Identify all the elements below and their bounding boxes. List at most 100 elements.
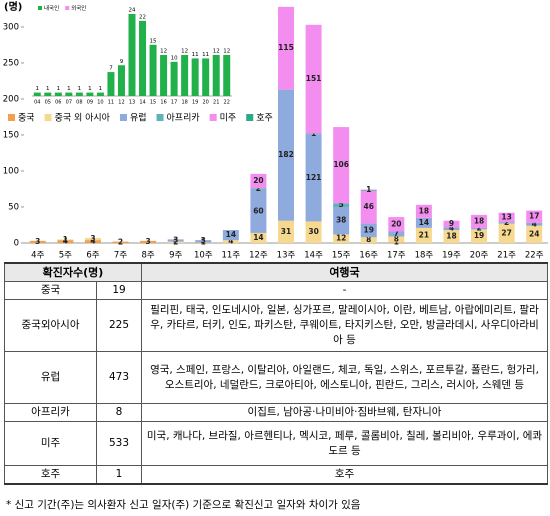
countries-cell: 필리핀, 태국, 인도네시아, 일본, 싱가포르, 말레이시아, 이란, 베트남… xyxy=(141,299,548,352)
bar-segment xyxy=(140,240,157,243)
x-tick-label: 8주 xyxy=(141,251,154,261)
bar-segment xyxy=(498,222,515,224)
inset-bar xyxy=(86,92,94,96)
x-tick-label: 19주 xyxy=(442,251,461,261)
inset-data-label: 1 xyxy=(67,86,71,92)
inset-bar xyxy=(191,58,199,96)
data-label: 30 xyxy=(308,227,318,236)
inset-x-label: 18 xyxy=(181,100,187,106)
inset-legend-swatch xyxy=(38,6,42,10)
bar-segment xyxy=(388,231,405,237)
data-label: 60 xyxy=(253,206,263,215)
x-tick-label: 4주 xyxy=(31,251,44,261)
bar-segment xyxy=(471,229,488,243)
data-label: 5 xyxy=(339,200,344,209)
data-label: 18 xyxy=(474,216,484,225)
bar-segment xyxy=(443,227,460,231)
count-cell: 225 xyxy=(96,299,142,352)
inset-bar xyxy=(202,58,210,96)
x-tick-label: 9주 xyxy=(169,251,182,261)
x-tick-label: 7주 xyxy=(114,251,127,261)
bar-segment xyxy=(388,217,405,232)
bar-segment xyxy=(57,240,74,243)
inset-bar xyxy=(65,92,73,96)
data-label: 46 xyxy=(364,202,374,211)
inset-data-label: 11 xyxy=(192,52,199,58)
inset-data-label: 10 xyxy=(171,55,178,61)
inset-bar xyxy=(107,72,115,96)
bar-segment xyxy=(333,207,350,235)
bar-segment xyxy=(278,6,294,90)
bar-segment xyxy=(388,236,405,243)
count-cell: 8 xyxy=(96,403,142,422)
x-tick-label: 5주 xyxy=(59,251,72,261)
legend-swatch xyxy=(119,114,127,121)
data-label: 19 xyxy=(364,225,374,234)
inset-bar xyxy=(117,65,125,96)
inset-data-label: 12 xyxy=(213,49,220,55)
x-tick-label: 21주 xyxy=(497,251,516,261)
data-label: 2 xyxy=(504,218,509,227)
data-label: 182 xyxy=(278,150,294,159)
x-tick-label: 16주 xyxy=(359,251,378,261)
inset-bar xyxy=(128,14,136,96)
footnote: * 신고 기간(주)는 의사환자 신고 일자(주) 기준으로 확진신고 일자와 … xyxy=(6,499,361,511)
legend-swatch xyxy=(44,114,52,121)
table-header: 여행국 xyxy=(141,262,548,282)
table-header: 확진자수(명) xyxy=(4,262,142,282)
count-cell: 1 xyxy=(96,465,142,485)
inset-legend-label: 외국인 xyxy=(71,5,86,12)
data-label: 9 xyxy=(449,219,454,228)
data-label: 13 xyxy=(501,212,511,221)
data-label: 3 xyxy=(173,235,178,244)
bar-segment xyxy=(57,239,74,241)
inset-x-label: 10 xyxy=(97,100,103,106)
data-label: 1 xyxy=(63,235,68,244)
bar-segment xyxy=(360,189,377,191)
x-tick-label: 11주 xyxy=(222,251,241,261)
data-label: 18 xyxy=(446,232,456,241)
inset-legend-swatch xyxy=(65,6,70,10)
region-cell: 미주 xyxy=(4,421,97,466)
countries-cell: 이집트, 남아공·나미비아·짐바브웨, 탄자니아 xyxy=(141,403,548,422)
y-tick-label: 250 xyxy=(3,59,19,69)
data-label: 106 xyxy=(333,160,349,169)
legend-label: 호주 xyxy=(256,113,273,124)
data-label: 3 xyxy=(201,236,206,245)
legend-label: 중국 xyxy=(18,113,35,124)
data-label: 14 xyxy=(419,218,429,227)
countries-cell: 영국, 스페인, 프랑스, 이탈리아, 아일랜드, 체코, 독일, 스위스, 포… xyxy=(141,351,548,404)
inset-data-label: 7 xyxy=(109,66,113,72)
inset-x-label: 09 xyxy=(87,100,93,106)
legend-label: 아프리카 xyxy=(167,113,200,124)
inset-data-label: 1 xyxy=(88,86,92,92)
data-label: 14 xyxy=(253,233,263,242)
bar-segment xyxy=(443,230,460,243)
data-label: 4 xyxy=(228,237,233,246)
inset-x-label: 06 xyxy=(55,100,61,106)
inset-x-label: 08 xyxy=(76,100,82,106)
bar-segment xyxy=(250,189,267,233)
data-label: 4 xyxy=(63,237,68,246)
inset-x-label: 22 xyxy=(224,100,230,106)
bar-segment xyxy=(415,204,432,218)
countries-cell: 호주 xyxy=(141,465,548,485)
inset-bar xyxy=(170,61,178,96)
count-cell: 533 xyxy=(96,421,142,466)
data-label: 19 xyxy=(474,231,484,240)
x-tick-label: 18주 xyxy=(415,251,434,261)
bar-segment xyxy=(526,222,543,226)
data-label: 20 xyxy=(391,219,401,228)
inset-data-label: 12 xyxy=(223,49,230,55)
inset-data-label: 12 xyxy=(181,49,188,55)
bar-segment xyxy=(415,227,432,243)
legend-label: 미주 xyxy=(220,113,237,124)
bar-segment xyxy=(333,203,350,207)
y-axis-label: (명) xyxy=(4,0,22,13)
bar-segment xyxy=(84,240,101,243)
inset-data-label: 22 xyxy=(139,14,146,20)
bar-segment xyxy=(84,237,101,241)
data-label: 3 xyxy=(145,237,150,246)
bar-segment xyxy=(250,232,267,243)
